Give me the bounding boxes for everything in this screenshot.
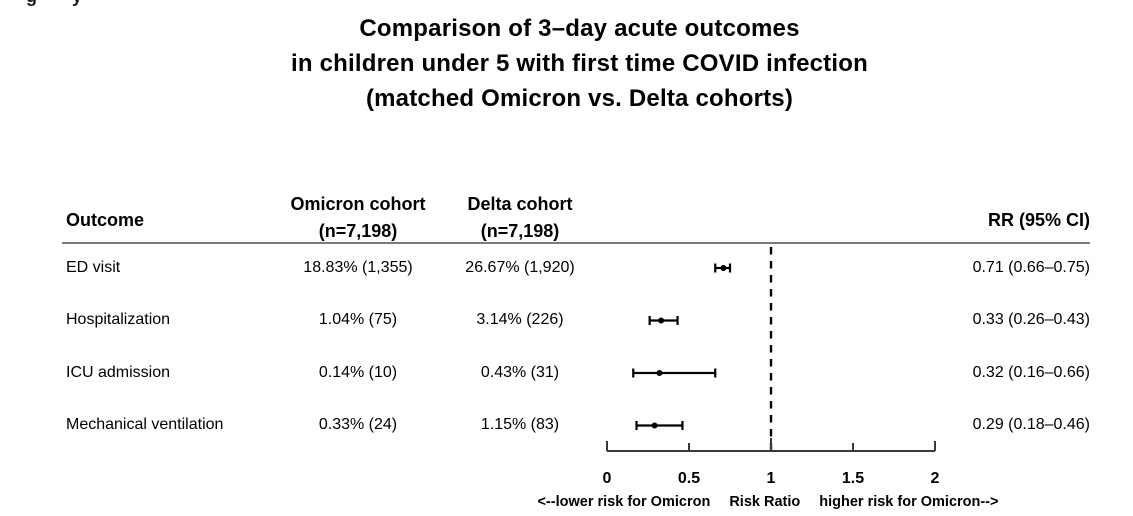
figure-title: Comparison of 3–day acute outcomes in ch… [13,11,1133,116]
risk-ratio-caption: Risk Ratio [729,494,801,510]
omicron-value: 0.14% (10) [318,364,398,381]
outcome-label: ED visit [66,259,121,276]
clipped-letter: y [72,0,82,7]
axis-tick-label: 0 [602,470,612,487]
omicron-value: 1.04% (75) [318,311,398,328]
omicron-header-line1: Omicron cohort [290,194,426,214]
point-estimate [720,265,727,271]
column-header-delta: Delta cohort (n=7,198) [430,191,610,245]
column-header-rr: RR (95% CI) [987,210,1090,230]
delta-value: 1.15% (83) [480,416,560,433]
omicron-value: 18.83% (1,355) [303,259,413,276]
column-header-omicron: Omicron cohort (n=7,198) [268,191,448,245]
title-line-1: Comparison of 3–day acute outcomes [359,15,800,42]
axis-tick-label: 1 [766,470,776,487]
rr-ci-value: 0.71 (0.66–0.75) [972,259,1090,276]
lower-risk-caption: <--lower risk for Omicron [537,494,711,510]
higher-risk-caption: higher risk for Omicron--> [819,494,999,510]
axis-tick-label: 0.5 [677,470,701,487]
axis-tick-label: 1.5 [841,470,865,487]
delta-header-line1: Delta cohort [467,194,573,214]
omicron-value: 0.33% (24) [318,416,398,433]
header-rule [62,242,1090,244]
rr-ci-value: 0.32 (0.16–0.66) [972,364,1090,381]
title-line-2: in children under 5 with first time COVI… [291,50,868,77]
delta-value: 3.14% (226) [476,311,564,328]
point-estimate [656,370,663,376]
delta-header-line2: (n=7,198) [480,221,560,241]
delta-value: 26.67% (1,920) [465,259,575,276]
point-estimate [651,422,658,429]
clipped-letter: g [26,0,37,7]
outcome-label: ICU admission [66,364,171,381]
point-estimate [658,317,665,324]
omicron-header-line2: (n=7,198) [318,221,398,241]
axis-caption: <--lower risk for Omicron Risk Ratio hig… [403,494,1133,511]
delta-value: 0.43% (31) [480,364,560,381]
rr-ci-value: 0.29 (0.18–0.46) [972,416,1090,433]
title-line-3: (matched Omicron vs. Delta cohorts) [365,85,794,112]
column-header-outcome: Outcome [66,210,145,230]
axis-tick-label: 2 [930,470,940,487]
outcome-label: Mechanical ventilation [66,416,224,433]
rr-ci-value: 0.33 (0.26–0.43) [972,311,1090,328]
outcome-label: Hospitalization [66,311,171,328]
